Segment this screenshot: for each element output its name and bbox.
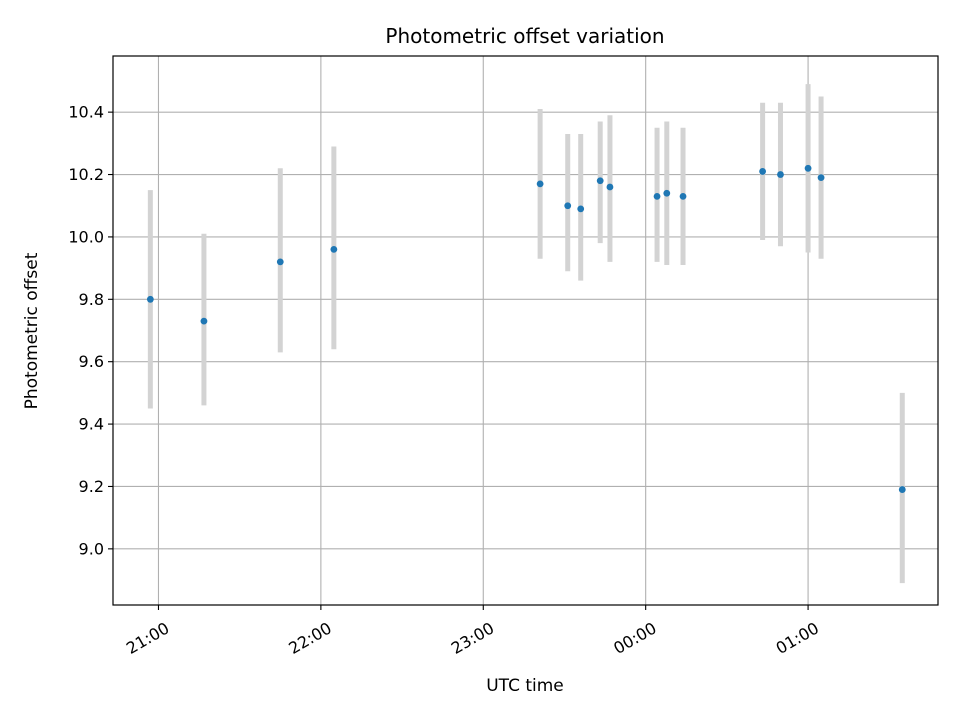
data-point <box>606 183 614 191</box>
data-point <box>663 189 671 197</box>
y-tick-label: 9.4 <box>79 415 104 434</box>
data-point <box>577 205 585 213</box>
x-axis-label: UTC time <box>486 676 564 696</box>
y-axis-label: Photometric offset <box>22 252 42 409</box>
data-point <box>804 164 812 172</box>
y-tick-label: 9.6 <box>79 352 104 371</box>
data-point <box>679 192 687 200</box>
data-point <box>536 180 544 188</box>
y-tick-label: 9.0 <box>79 539 104 558</box>
data-point <box>653 192 661 200</box>
data-point <box>330 245 338 253</box>
data-point <box>777 171 784 178</box>
data-points <box>146 164 906 493</box>
plot-frame <box>112 55 939 606</box>
data-point <box>564 202 572 210</box>
data-point <box>596 177 604 185</box>
grid <box>113 56 938 605</box>
y-tick-label: 9.8 <box>79 290 104 309</box>
y-axis: 9.0 9.2 9.4 9.6 9.8 10.0 10.2 10.4 <box>68 103 113 558</box>
y-tick-label: 9.2 <box>79 477 104 496</box>
y-tick-label: 10.4 <box>68 103 104 122</box>
y-tick-label: 10.2 <box>68 165 104 184</box>
data-point <box>276 258 284 266</box>
y-tick-label: 10.0 <box>68 227 104 246</box>
chart-title: Photometric offset variation <box>385 24 664 48</box>
data-point <box>200 317 208 325</box>
data-point <box>898 486 906 493</box>
data-point <box>146 295 154 303</box>
data-point <box>817 174 825 182</box>
data-point <box>759 168 767 175</box>
